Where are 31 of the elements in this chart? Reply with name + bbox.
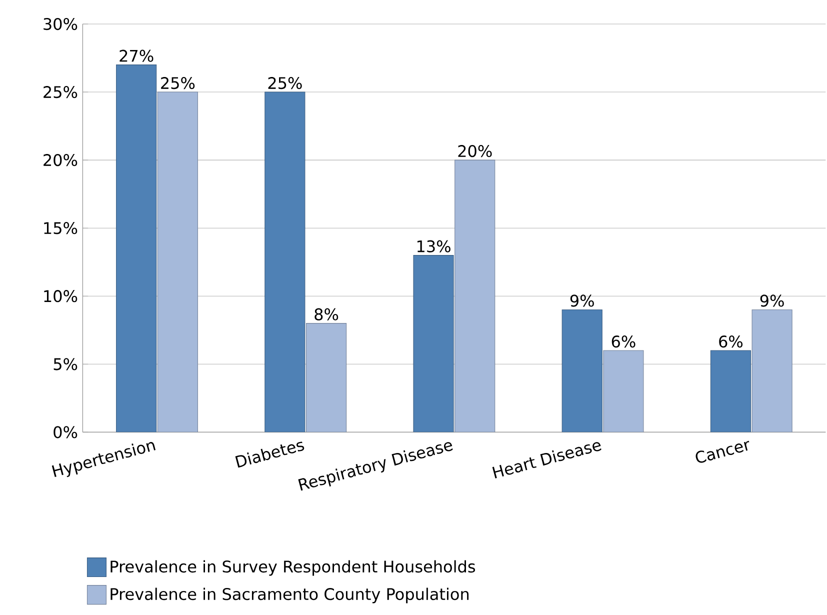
data-label: 20% [458, 145, 492, 158]
data-label: 6% [612, 336, 636, 348]
y-tick-label: 20% [44, 154, 78, 166]
y-tick-label: 10% [44, 290, 78, 302]
x-tick-label: Heart Disease [492, 442, 602, 478]
legend-label: Prevalence in Survey Respondent Households [110, 560, 476, 576]
y-tick-label: 25% [44, 86, 78, 98]
bar [306, 323, 347, 432]
data-label: 25% [161, 77, 195, 90]
bar [264, 92, 306, 432]
data-label: 6% [719, 336, 743, 348]
bar [454, 160, 496, 432]
bar [562, 309, 602, 432]
legend-label: Prevalence in Sacramento County Population [110, 588, 469, 604]
bar [116, 64, 157, 432]
data-label: 13% [417, 240, 450, 252]
bar [710, 350, 751, 432]
data-label: 9% [570, 294, 594, 307]
y-tick-label: 15% [44, 222, 78, 234]
y-tick-label: 5% [54, 358, 78, 370]
data-label: 9% [760, 294, 784, 307]
bar [752, 309, 792, 432]
data-label: 25% [268, 77, 302, 90]
bar [157, 92, 198, 432]
x-tick-label: Cancer [696, 440, 750, 463]
data-label: 27% [120, 50, 154, 62]
bar [603, 350, 644, 432]
bar [413, 255, 454, 432]
y-tick-label: 0% [54, 426, 78, 438]
y-tick-label: 30% [44, 18, 78, 30]
data-label: 8% [314, 308, 338, 320]
